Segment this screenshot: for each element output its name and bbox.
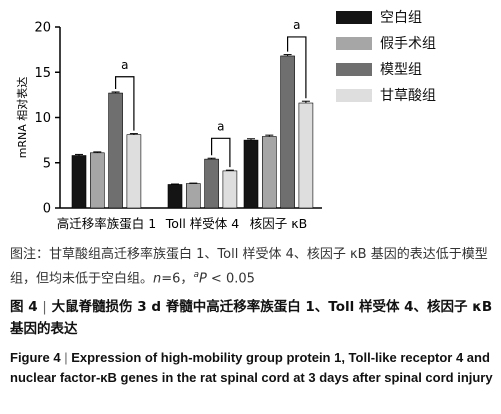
note-p-label: P bbox=[198, 271, 207, 287]
figure-note: 图注：甘草酸组高迁移率族蛋白 1、Toll 样受体 4、核因子 κB 基因的表达… bbox=[10, 244, 495, 289]
y-tick-label: 20 bbox=[34, 21, 51, 36]
note-p-value: < 0.05 bbox=[206, 271, 255, 287]
note-p-sup: a bbox=[193, 270, 199, 280]
caption-cn-separator: | bbox=[42, 299, 47, 315]
bar bbox=[108, 92, 123, 209]
significance-label: a bbox=[121, 58, 128, 72]
chart-legend: 空白组假手术组模型组甘草酸组 bbox=[336, 6, 436, 110]
significance-bracket bbox=[287, 36, 307, 99]
legend-item: 甘草酸组 bbox=[336, 84, 436, 106]
bar bbox=[126, 134, 142, 209]
bar bbox=[167, 184, 183, 209]
bar bbox=[280, 55, 295, 209]
y-tick-label: 15 bbox=[34, 66, 51, 81]
bar bbox=[222, 170, 238, 209]
significance-label: a bbox=[217, 119, 224, 133]
caption-en-separator: | bbox=[64, 350, 68, 365]
caption-en-text: Expression of high-mobility group protei… bbox=[10, 350, 493, 385]
legend-swatch bbox=[336, 36, 372, 50]
x-category-label: 核因子 κB bbox=[250, 216, 307, 231]
significance-label: a bbox=[293, 18, 300, 32]
y-axis-label: mRNA 相对表达 bbox=[15, 77, 29, 159]
y-tick-label: 10 bbox=[34, 111, 51, 126]
y-tick-label: 5 bbox=[43, 156, 51, 171]
note-n-label: n bbox=[153, 271, 162, 287]
bar bbox=[71, 155, 87, 209]
caption-cn-text: 大鼠脊髓损伤 3 d 脊髓中高迁移率族蛋白 1、Toll 样受体 4、核因子 κ… bbox=[10, 299, 493, 337]
legend-label: 空白组 bbox=[380, 10, 422, 26]
legend-label: 模型组 bbox=[380, 62, 422, 78]
x-category-label: Toll 样受体 4 bbox=[165, 216, 240, 231]
figure-caption-cn: 图 4 | 大鼠脊髓损伤 3 d 脊髓中高迁移率族蛋白 1、Toll 样受体 4… bbox=[10, 296, 495, 340]
note-n-value: =6， bbox=[161, 271, 194, 287]
legend-label: 假手术组 bbox=[380, 36, 436, 52]
legend-swatch bbox=[336, 10, 372, 24]
bar bbox=[243, 139, 259, 209]
caption-en-label: Figure 4 bbox=[10, 350, 61, 365]
legend-item: 假手术组 bbox=[336, 32, 436, 54]
y-tick-label: 0 bbox=[43, 202, 51, 217]
legend-swatch bbox=[336, 62, 372, 76]
bar bbox=[186, 183, 201, 209]
significance-bracket bbox=[115, 76, 135, 131]
bar bbox=[90, 152, 105, 209]
bar bbox=[261, 136, 277, 209]
bar bbox=[298, 102, 314, 209]
legend-swatch bbox=[336, 88, 372, 102]
legend-label: 甘草酸组 bbox=[380, 88, 436, 104]
legend-item: 模型组 bbox=[336, 58, 436, 80]
legend-item: 空白组 bbox=[336, 6, 436, 28]
bar bbox=[204, 158, 219, 209]
note-text: 图注：甘草酸组高迁移率族蛋白 1、Toll 样受体 4、核因子 κB 基因的表达… bbox=[10, 247, 488, 287]
significance-bracket bbox=[211, 137, 231, 168]
caption-cn-label: 图 4 bbox=[10, 299, 38, 315]
x-category-label: 高迁移率族蛋白 1 bbox=[57, 216, 156, 231]
figure-caption-en: Figure 4 | Expression of high-mobility g… bbox=[10, 348, 495, 388]
